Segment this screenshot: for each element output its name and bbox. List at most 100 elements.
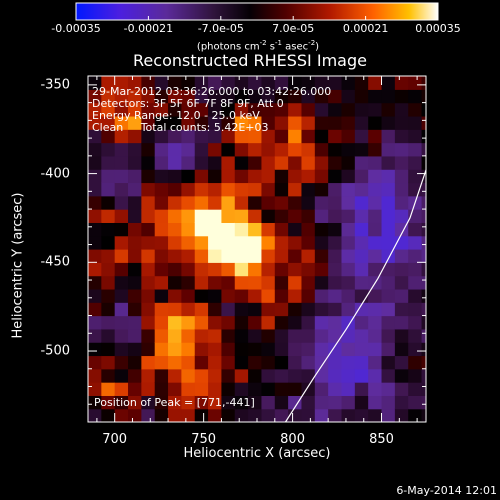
heatmap-cell (221, 222, 236, 237)
heatmap-cell (381, 288, 396, 303)
heatmap-cell (314, 275, 329, 290)
heatmap-cell (234, 222, 249, 237)
heatmap-cell (421, 115, 426, 130)
heatmap-cell (354, 169, 369, 184)
heatmap-cell (141, 195, 156, 210)
heatmap-cell (274, 89, 289, 104)
heatmap-cell (368, 89, 383, 104)
heatmap-cell (394, 355, 409, 370)
heatmap-cell (394, 89, 409, 104)
heatmap-cell (354, 235, 369, 250)
heatmap-cell (88, 355, 102, 370)
heatmap-cell (288, 129, 303, 144)
heatmap-cell (288, 115, 303, 130)
heatmap-cell (368, 102, 383, 117)
heatmap-cell (421, 142, 426, 157)
x-tick-label: 850 (369, 432, 394, 447)
heatmap-cell (328, 222, 343, 237)
heatmap-cell (314, 155, 329, 170)
heatmap-cell (194, 129, 209, 144)
heatmap-cell (168, 182, 182, 197)
heatmap-cell (274, 395, 289, 410)
heatmap-cell (221, 382, 236, 396)
heatmap-cell (194, 89, 209, 104)
heatmap-cell (154, 395, 169, 410)
heatmap-cell (408, 142, 423, 157)
heatmap-cell (101, 342, 116, 357)
heatmap-cell (141, 302, 156, 317)
heatmap-cell (368, 195, 383, 210)
heatmap-cell (234, 342, 249, 357)
heatmap-cell (208, 102, 223, 117)
heatmap-cell (341, 395, 356, 410)
heatmap-cell (381, 302, 396, 317)
heatmap-cell (394, 182, 409, 197)
heatmap-cell (354, 129, 369, 144)
heatmap-cell (261, 102, 276, 117)
heatmap-cell (154, 115, 169, 130)
heatmap-cell (408, 395, 423, 410)
heatmap-cell (154, 368, 169, 383)
heatmap-cell (328, 169, 343, 184)
heatmap-cell (168, 129, 182, 144)
heatmap-cell (128, 302, 142, 317)
heatmap-cell (381, 355, 396, 370)
heatmap-cell (261, 235, 276, 250)
heatmap-cell (181, 155, 196, 170)
heatmap-cell (234, 355, 249, 370)
heatmap-cell (301, 102, 316, 117)
energy-range-label: Energy Range: 12.0 - 25.0 keV (92, 109, 260, 122)
heatmap-cell (288, 76, 303, 90)
heatmap-cell (354, 355, 369, 370)
heatmap-cell (168, 355, 182, 370)
heatmap-cell (168, 222, 182, 237)
heatmap-cell (154, 408, 169, 422)
heatmap-cell (101, 408, 116, 422)
heatmap-cell (394, 382, 409, 396)
heatmap-cell (221, 182, 236, 197)
heatmap-cell (88, 76, 102, 90)
heatmap-cell (261, 76, 276, 90)
heatmap-cell (248, 315, 263, 330)
heatmap-cell (394, 142, 409, 157)
heatmap-cell (128, 275, 142, 290)
heatmap-cell (194, 315, 209, 330)
heatmap-cell (394, 342, 409, 357)
heatmap-cell (101, 368, 116, 383)
heatmap-cell (221, 275, 236, 290)
heatmap-cell (128, 235, 142, 250)
heatmap-cell (141, 288, 156, 303)
heatmap-cell (381, 328, 396, 343)
heatmap-cell (181, 249, 196, 263)
heatmap-cell (314, 142, 329, 157)
heatmap-cell (141, 275, 156, 290)
heatmap-cell (261, 328, 276, 343)
heatmap-cell (221, 169, 236, 184)
heatmap-cell (141, 155, 156, 170)
heatmap-cell (368, 368, 383, 383)
heatmap-cell (354, 209, 369, 223)
heatmap-cell (328, 235, 343, 250)
heatmap-cell (221, 408, 236, 422)
heatmap-cell (394, 195, 409, 210)
heatmap-cell (341, 182, 356, 197)
heatmap-cell (194, 328, 209, 343)
heatmap-cell (261, 275, 276, 290)
heatmap-cell (168, 395, 182, 410)
heatmap-cell (301, 328, 316, 343)
heatmap-cell (301, 89, 316, 104)
heatmap-cell (341, 209, 356, 223)
heatmap-cell (221, 155, 236, 170)
heatmap-cell (114, 209, 129, 223)
heatmap-cell (168, 368, 182, 383)
heatmap-cell (421, 342, 426, 357)
heatmap-cell (248, 102, 263, 117)
heatmap-cell (274, 315, 289, 330)
heatmap-cell (421, 195, 426, 210)
heatmap-cell (221, 315, 236, 330)
heatmap-cell (234, 288, 249, 303)
heatmap-cell (248, 275, 263, 290)
heatmap-cell (274, 368, 289, 383)
heatmap-cell (114, 368, 129, 383)
heatmap-cell (314, 408, 329, 422)
